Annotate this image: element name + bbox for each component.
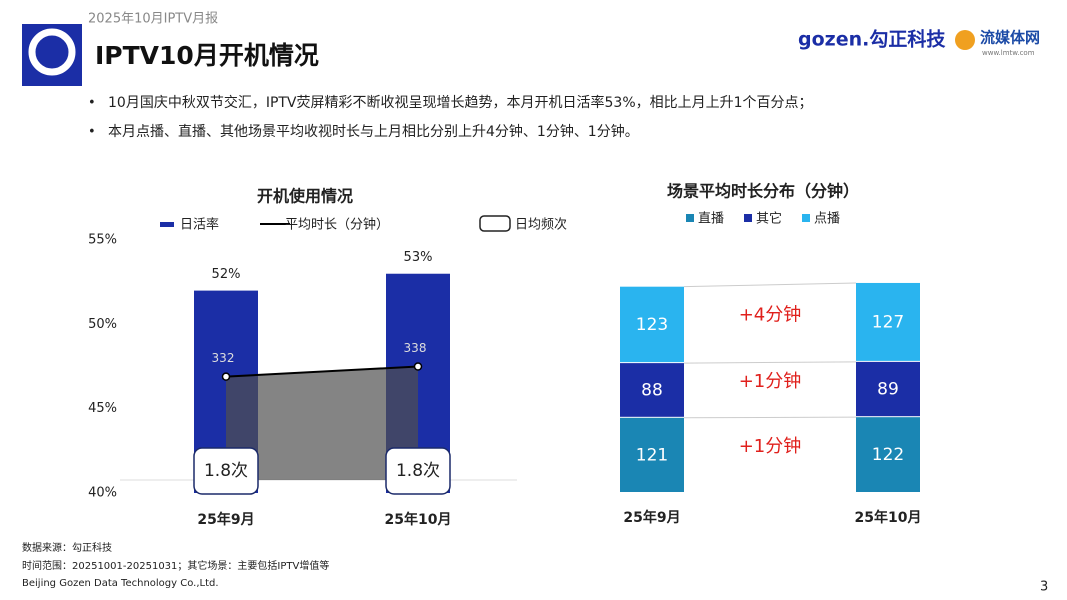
footer-range: 时间范围：20251001-20251031；其它场景：主要包括IPTV增值等: [22, 559, 329, 572]
bar-segment: [620, 363, 684, 417]
connector: [683, 282, 857, 288]
logo-gozen: gozen.勾正科技: [798, 28, 946, 51]
logo-lmtw: 流媒体网: [980, 29, 1040, 47]
segment-label: 121: [636, 445, 668, 465]
data-label: 52%: [212, 267, 241, 282]
legend-swatch: [802, 214, 810, 222]
x-tick-label: 25年9月: [197, 511, 254, 528]
frequency-box: [193, 447, 259, 495]
chart-title: 开机使用情况: [257, 187, 353, 206]
bar-segment: [620, 417, 684, 492]
report-name: 2025年10月IPTV月报: [88, 12, 218, 27]
chart-title: 场景平均时长分布（分钟）: [667, 182, 859, 201]
bullet: 10月国庆中秋双节交汇，IPTV荧屏精彩不断收视呈现增长趋势，本月开机日活率53…: [108, 94, 813, 111]
bar-segment: [856, 417, 920, 492]
footer-source: 数据来源：勾正科技: [22, 541, 112, 554]
bullet: 本月点播、直播、其他场景平均收视时长与上月相比分别上升4分钟、1分钟、1分钟。: [108, 123, 639, 140]
logo-mark: [28, 28, 76, 76]
line: [225, 365, 419, 378]
segment-label: 127: [872, 312, 904, 332]
legend-swatch: [686, 214, 694, 222]
logo-url: www.lmtw.com: [982, 49, 1035, 57]
data-label: 338: [404, 341, 427, 355]
bullet-dot: •: [88, 96, 96, 111]
line-area: [226, 366, 418, 480]
legend-label: 日均频次: [515, 217, 567, 233]
connector: [683, 416, 857, 419]
legend-swatch: [479, 215, 511, 232]
legend-swatch: [160, 222, 174, 227]
y-tick-label: 40%: [88, 486, 117, 501]
legend-label: 直播: [698, 212, 724, 227]
legend-label: 其它: [756, 211, 782, 227]
legend-label: 平均时长（分钟）: [285, 217, 389, 233]
y-tick-label: 55%: [88, 233, 117, 248]
x-tick-label: 25年10月: [385, 511, 452, 528]
slide-title: IPTV10月开机情况: [95, 41, 319, 70]
data-label: 53%: [404, 250, 433, 265]
line-point: [413, 362, 423, 371]
legend-label: 点播: [814, 212, 840, 227]
data-label: 332: [212, 351, 235, 365]
segment-label: 88: [641, 380, 663, 400]
annotation: +1分钟: [739, 436, 802, 457]
segment-label: 122: [872, 445, 904, 465]
annotation: +1分钟: [739, 371, 802, 392]
footer-company: Beijing Gozen Data Technology Co.,Ltd.: [22, 578, 219, 589]
segment-label: 89: [877, 380, 899, 400]
line-point: [221, 372, 231, 381]
y-tick-label: 50%: [88, 317, 117, 332]
bar-segment: [856, 282, 920, 361]
connector: [683, 361, 857, 364]
x-tick-label: 25年9月: [623, 509, 680, 526]
frequency-label: 1.8次: [396, 461, 440, 481]
x-tick-label: 25年10月: [855, 509, 922, 526]
legend-label: 日活率: [180, 217, 219, 233]
bar-segment: [856, 361, 920, 417]
frequency-label: 1.8次: [204, 461, 248, 481]
bullet-dot: •: [88, 125, 96, 140]
legend-swatch: [744, 214, 752, 222]
bar-segment: [620, 286, 684, 363]
y-tick-label: 45%: [88, 401, 117, 416]
page-number: 3: [1040, 580, 1048, 595]
logo-icon: [955, 30, 975, 50]
frequency-box: [385, 447, 451, 495]
segment-label: 123: [636, 315, 668, 335]
annotation: +4分钟: [739, 305, 802, 326]
